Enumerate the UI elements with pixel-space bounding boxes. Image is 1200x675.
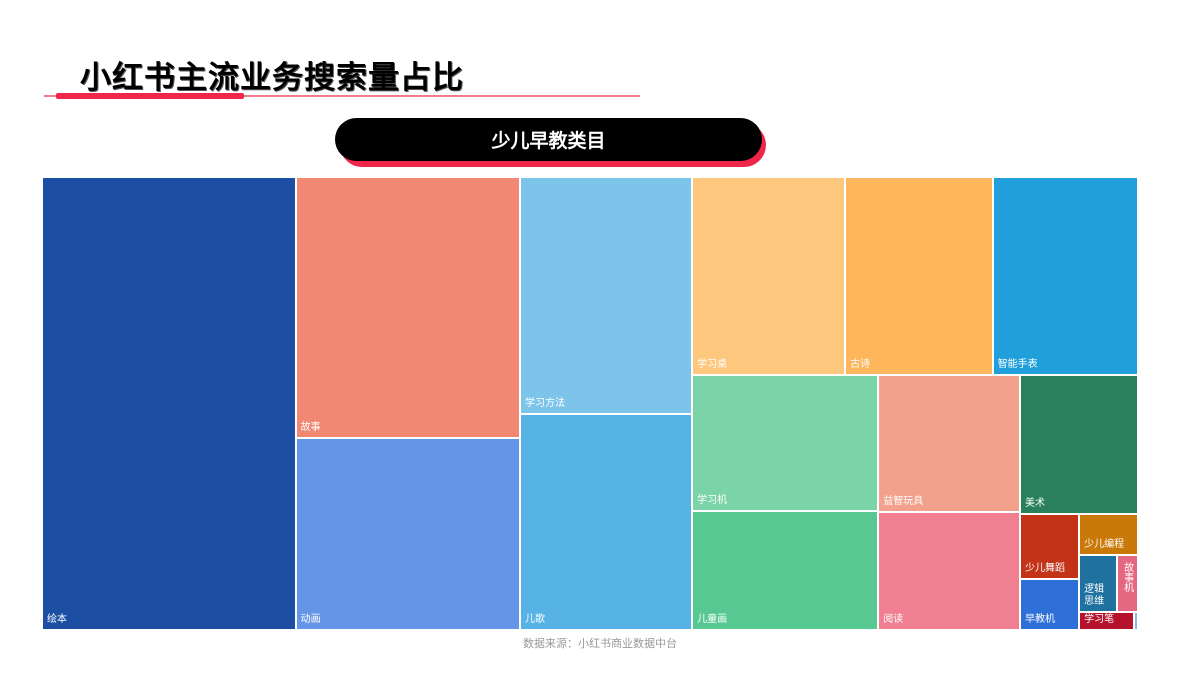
treemap-cell: 智能手表	[992, 177, 1138, 376]
treemap-label: 儿童画	[697, 613, 728, 625]
treemap-cell: 学习笔	[1079, 611, 1134, 630]
treemap-cell: 儿童画	[692, 510, 879, 630]
treemap-cell: 逻辑思维	[1079, 554, 1117, 612]
treemap-cell: 学习机	[692, 375, 879, 511]
treemap-cell: 儿歌	[520, 414, 693, 630]
treemap-label: 学习方法	[525, 398, 565, 410]
treemap-label: 益智玩具	[883, 495, 924, 507]
treemap-label: 学习桌	[697, 359, 728, 371]
treemap-label: 动画	[300, 613, 321, 625]
treemap-cell: 少儿编程	[1079, 513, 1138, 555]
treemap-cell: 美术	[1020, 375, 1138, 514]
treemap-cell: 古诗	[845, 177, 993, 376]
data-source: 数据来源：小红书商业数据中台	[523, 637, 677, 650]
treemap-cell: 故事	[295, 177, 520, 438]
treemap-label: 早教机	[1025, 613, 1056, 625]
treemap-cell: 阅读	[878, 511, 1021, 630]
treemap-label: 故事机	[1121, 561, 1133, 592]
treemap-cell: 早教机	[1020, 578, 1080, 630]
treemap-label: 学习机	[697, 494, 728, 506]
treemap-label: 美术	[1025, 497, 1046, 509]
treemap-label: 少儿编程	[1084, 538, 1125, 550]
treemap-cell: 学习方法	[520, 177, 693, 415]
treemap-chart: 绘本 故事动画 学习方法儿歌 学习桌 古诗 智能手表学习机儿童画 益智玩具阅读 美术少儿舞蹈早…	[42, 177, 1138, 630]
treemap-cell: 故事机	[1116, 554, 1138, 612]
page-title: 小红书主流业务搜索量占比	[80, 60, 464, 96]
treemap-label: 古诗	[850, 359, 871, 371]
treemap-label: 智能手表	[997, 359, 1038, 371]
title-accent-bar	[56, 93, 244, 99]
treemap-cell: 绘本	[42, 177, 296, 630]
treemap-cell: 动画	[295, 437, 520, 630]
treemap-label: 阅读	[883, 613, 904, 625]
treemap-label: 少儿舞蹈	[1025, 562, 1066, 574]
title-underline	[44, 95, 640, 97]
treemap-cell: 益智玩具	[878, 375, 1021, 512]
treemap-label: 逻辑思维	[1084, 583, 1105, 607]
treemap-cell	[1133, 611, 1138, 630]
treemap-label: 故事	[300, 421, 321, 433]
treemap-label: 学习笔	[1084, 613, 1115, 625]
treemap-cell: 少儿舞蹈	[1020, 513, 1080, 579]
treemap-label: 绘本	[47, 614, 67, 625]
category-pill: 少儿早教类目	[335, 118, 762, 161]
treemap-label: 儿歌	[525, 613, 545, 625]
treemap-cell: 学习桌	[692, 177, 846, 376]
